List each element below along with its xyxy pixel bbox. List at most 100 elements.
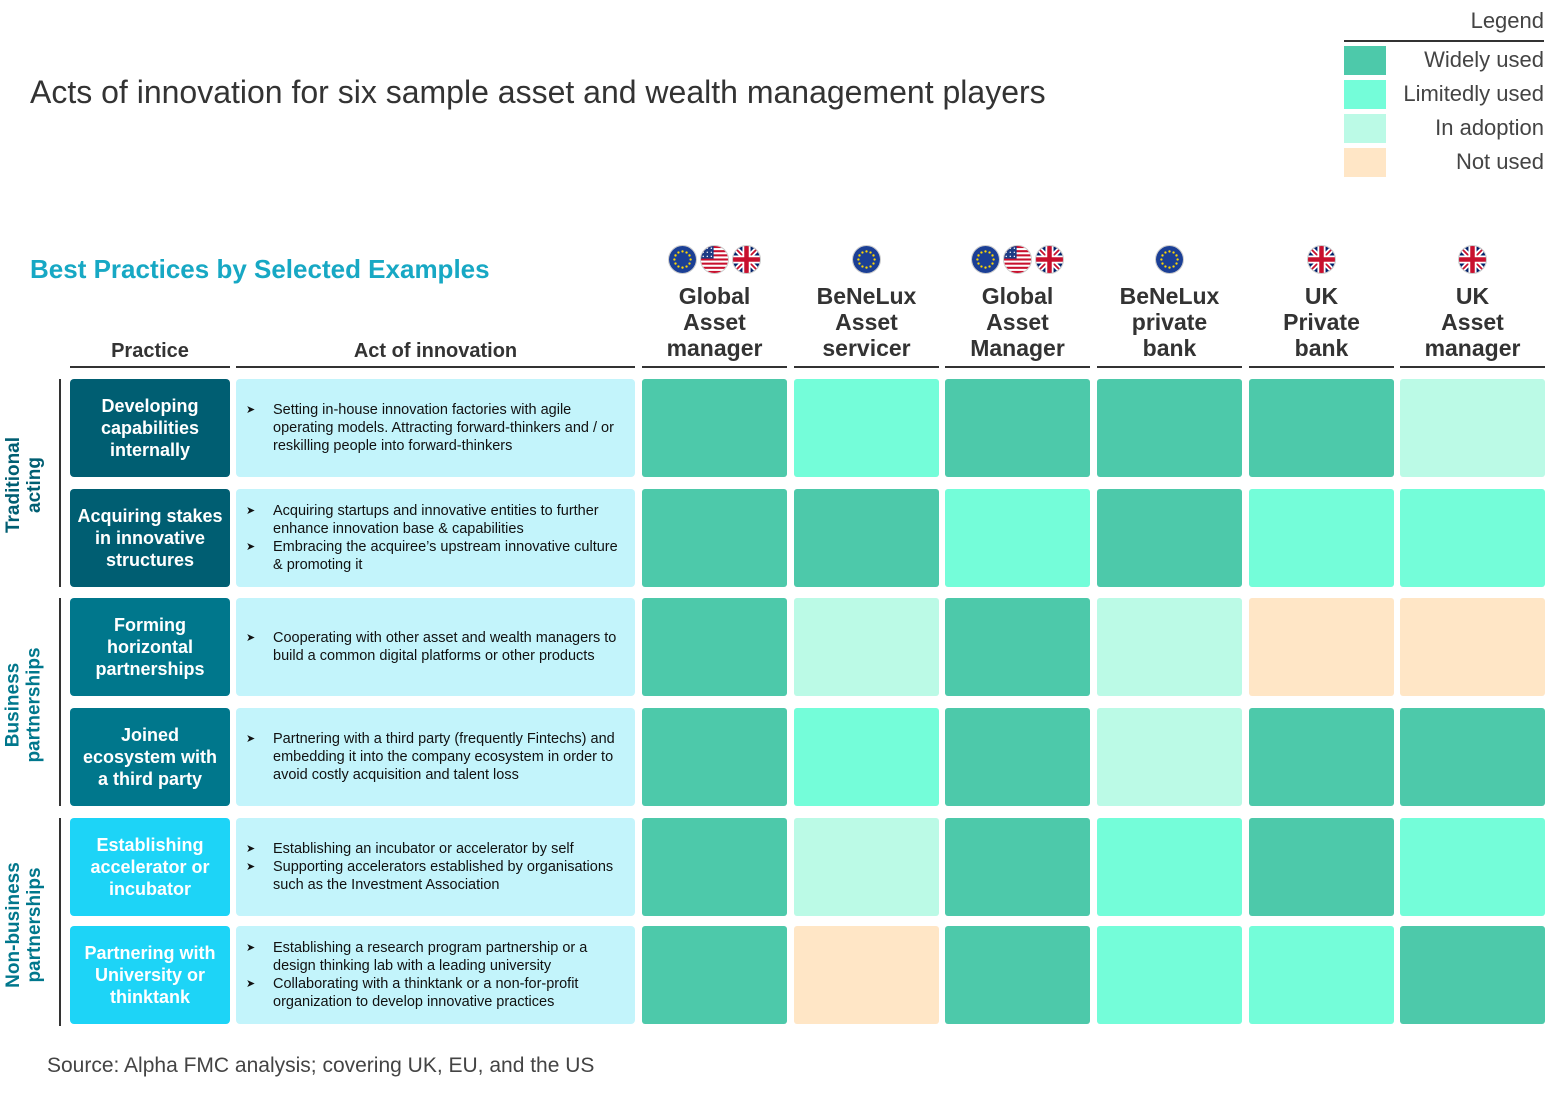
player-name: UK Asset manager bbox=[1400, 283, 1545, 361]
heatmap-cell bbox=[642, 926, 787, 1024]
group-label: Business partnerships bbox=[0, 620, 48, 790]
heatmap-cell bbox=[1400, 926, 1545, 1024]
heatmap-cell bbox=[1249, 926, 1394, 1024]
flag-group bbox=[1097, 245, 1242, 277]
heatmap-cell bbox=[1097, 489, 1242, 587]
heatmap-cell bbox=[945, 926, 1090, 1024]
heatmap-cell bbox=[1249, 708, 1394, 806]
player-name-line: Global bbox=[981, 283, 1054, 309]
heatmap-cell bbox=[794, 818, 939, 916]
heatmap-cell bbox=[794, 708, 939, 806]
player-name: BeNeLux Asset servicer bbox=[794, 283, 939, 361]
player-name-line: bank bbox=[1142, 335, 1197, 361]
eu-flag-icon bbox=[852, 245, 881, 274]
heatmap-cell bbox=[642, 708, 787, 806]
player-name-line: Asset bbox=[1441, 309, 1504, 335]
group-label: Non-business partnerships bbox=[0, 840, 48, 1010]
eu-flag-icon bbox=[1155, 245, 1184, 274]
player-name-line: manager bbox=[666, 335, 763, 361]
eu-flag-icon bbox=[668, 245, 697, 274]
act-bullet: Establishing a research program partners… bbox=[244, 939, 631, 975]
player-name-line: UK bbox=[1304, 283, 1339, 309]
uk-flag-icon bbox=[1458, 245, 1487, 274]
player-name: BeNeLux private bank bbox=[1097, 283, 1242, 361]
act-bullet: Acquiring startups and innovative entiti… bbox=[244, 502, 631, 538]
uk-flag-icon bbox=[1035, 245, 1064, 274]
player-name-line: BeNeLux bbox=[816, 283, 917, 309]
player-name-line: Global bbox=[678, 283, 751, 309]
act-bullet: Collaborating with a thinktank or a non-… bbox=[244, 975, 631, 1011]
group-divider bbox=[59, 598, 61, 806]
heatmap-cell bbox=[1097, 926, 1242, 1024]
legend-item: Widely used bbox=[1344, 42, 1544, 76]
act-of-innovation: Partnering with a third party (frequentl… bbox=[236, 708, 635, 806]
heatmap-cell bbox=[1249, 489, 1394, 587]
practice-label: Joined ecosystem with a third party bbox=[70, 708, 230, 806]
legend-swatch bbox=[1344, 80, 1386, 109]
us-flag-icon bbox=[1003, 245, 1032, 274]
act-of-innovation: Establishing a research program partners… bbox=[236, 926, 635, 1024]
player-name: UK Private bank bbox=[1249, 283, 1394, 361]
heatmap-cell bbox=[945, 818, 1090, 916]
heatmap-cell bbox=[1400, 598, 1545, 696]
legend-label: Widely used bbox=[1424, 47, 1544, 72]
player-name: Global Asset manager bbox=[642, 283, 787, 361]
group-label-line: Non-business bbox=[3, 862, 24, 988]
group-label-line: Business bbox=[3, 662, 24, 748]
act-bullet: Embracing the acquiree’s upstream innova… bbox=[244, 538, 631, 574]
act-bullet: Setting in-house innovation factories wi… bbox=[244, 401, 631, 455]
heatmap-cell bbox=[642, 379, 787, 477]
heatmap-cell bbox=[1097, 818, 1242, 916]
legend-swatch bbox=[1344, 46, 1386, 75]
heatmap-cell bbox=[1400, 489, 1545, 587]
group-divider bbox=[59, 818, 61, 1026]
legend-label: Limitedly used bbox=[1403, 81, 1544, 106]
heatmap-cell bbox=[1249, 598, 1394, 696]
heatmap-cell bbox=[794, 926, 939, 1024]
player-name-line: Manager bbox=[970, 335, 1065, 361]
heatmap-cell bbox=[1097, 379, 1242, 477]
heatmap-cell bbox=[642, 818, 787, 916]
practice-label: Acquiring stakes in innovative structure… bbox=[70, 489, 230, 587]
player-header: BeNeLux Asset servicer bbox=[794, 245, 939, 368]
flag-group bbox=[794, 245, 939, 277]
group-label-line: partnerships bbox=[24, 867, 45, 983]
player-name-line: Private bbox=[1283, 309, 1360, 335]
heatmap-cell bbox=[1249, 379, 1394, 477]
heatmap-cell bbox=[1400, 818, 1545, 916]
legend: Legend Widely used Limitedly used In adopt… bbox=[1344, 8, 1544, 178]
player-name-line: servicer bbox=[822, 335, 911, 361]
practice-label: Establishing accelerator or incubator bbox=[70, 818, 230, 916]
practice-label: Forming horizontal partnerships bbox=[70, 598, 230, 696]
legend-title: Legend bbox=[1344, 8, 1544, 42]
act-bullet: Cooperating with other asset and wealth … bbox=[244, 629, 631, 665]
player-name-line: Asset bbox=[683, 309, 746, 335]
player-name-line: manager bbox=[1424, 335, 1521, 361]
act-of-innovation: Setting in-house innovation factories wi… bbox=[236, 379, 635, 477]
heatmap-cell bbox=[794, 598, 939, 696]
heatmap-cell bbox=[945, 708, 1090, 806]
player-header: Global Asset manager bbox=[642, 245, 787, 368]
flag-group bbox=[642, 245, 787, 277]
group-divider bbox=[59, 379, 61, 587]
act-bullet: Partnering with a third party (frequentl… bbox=[244, 730, 631, 784]
uk-flag-icon bbox=[1307, 245, 1336, 274]
act-bullet: Establishing an incubator or accelerator… bbox=[244, 840, 631, 858]
player-name-line: private bbox=[1131, 309, 1208, 335]
source-note: Source: Alpha FMC analysis; covering UK,… bbox=[47, 1054, 595, 1077]
legend-swatch bbox=[1344, 148, 1386, 177]
group-label-line: Traditional bbox=[3, 436, 25, 534]
eu-flag-icon bbox=[971, 245, 1000, 274]
practice-label: Developing capabilities internally bbox=[70, 379, 230, 477]
legend-swatch bbox=[1344, 114, 1386, 143]
heatmap-cell bbox=[642, 598, 787, 696]
player-name-line: BeNeLux bbox=[1119, 283, 1220, 309]
flag-group bbox=[1249, 245, 1394, 277]
legend-item: Not used bbox=[1344, 144, 1544, 178]
act-of-innovation: Cooperating with other asset and wealth … bbox=[236, 598, 635, 696]
heatmap-cell bbox=[945, 489, 1090, 587]
player-name-line: Asset bbox=[986, 309, 1049, 335]
column-header-act: Act of innovation bbox=[236, 330, 635, 368]
chart-title: Acts of innovation for six sample asset … bbox=[30, 74, 1046, 110]
group-label: Traditional acting bbox=[0, 410, 48, 560]
